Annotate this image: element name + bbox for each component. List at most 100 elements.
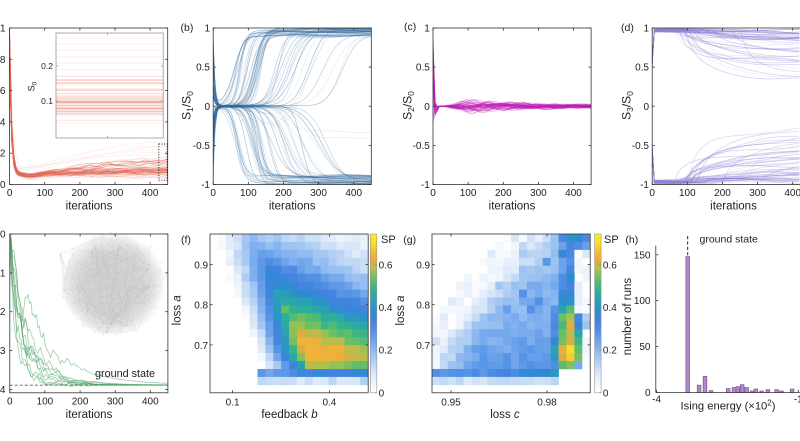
svg-text:0.1: 0.1 [226,398,240,409]
svg-text:0.4: 0.4 [379,303,393,314]
svg-text:(f): (f) [181,234,191,246]
svg-text:(h): (h) [625,234,638,246]
svg-text:-3: -3 [0,346,6,357]
svg-text:300: 300 [749,188,766,199]
svg-text:(g): (g) [403,234,416,246]
svg-text:0.8: 0.8 [0,55,6,66]
svg-text:-0.5: -0.5 [193,141,211,152]
svg-text:-4: -4 [652,395,661,406]
svg-text:0.8: 0.8 [194,301,208,312]
svg-text:iterations: iterations [66,201,113,213]
svg-text:0.2: 0.2 [603,346,617,357]
svg-text:0: 0 [7,396,13,407]
svg-text:iterations: iterations [710,201,757,213]
svg-text:Ising energy (×102): Ising energy (×102) [681,398,776,412]
svg-text:number of runs: number of runs [622,278,634,356]
svg-text:0: 0 [204,102,210,113]
svg-text:400: 400 [142,188,159,199]
svg-text:iterations: iterations [489,201,536,213]
svg-text:ground state: ground state [700,234,759,246]
svg-text:-4: -4 [0,385,6,396]
svg-text:0.4: 0.4 [603,303,617,314]
svg-text:400: 400 [345,188,362,199]
svg-text:0.5: 0.5 [416,63,430,74]
svg-text:200: 200 [72,396,89,407]
svg-text:iterations: iterations [66,409,113,421]
svg-text:0.8: 0.8 [416,301,430,312]
svg-text:(c): (c) [404,21,416,33]
svg-text:300: 300 [107,188,124,199]
svg-text:100: 100 [37,396,54,407]
svg-text:0.7: 0.7 [194,341,208,352]
svg-text:-1: -1 [794,395,800,406]
svg-text:-1: -1 [421,180,430,191]
svg-text:ground state: ground state [95,368,155,380]
svg-text:0: 0 [424,102,430,113]
svg-text:0: 0 [0,180,6,191]
svg-text:300: 300 [310,188,327,199]
svg-text:0.2: 0.2 [41,61,53,71]
svg-text:0.5: 0.5 [196,63,210,74]
svg-text:SP: SP [604,234,619,246]
svg-text:0.4: 0.4 [322,398,336,409]
svg-text:0.95: 0.95 [441,398,461,409]
svg-text:S2/S0: S2/S0 [401,91,417,120]
svg-text:loss c: loss c [490,409,520,421]
svg-text:200: 200 [714,188,731,199]
svg-text:0.6: 0.6 [603,260,617,271]
svg-text:150: 150 [634,250,651,261]
svg-text:1: 1 [204,24,210,35]
svg-text:100: 100 [679,188,696,199]
svg-text:0.6: 0.6 [379,260,393,271]
svg-text:0.1: 0.1 [41,96,53,106]
svg-text:100: 100 [36,188,53,199]
svg-text:-2: -2 [0,307,6,318]
svg-text:0.6: 0.6 [0,86,6,97]
svg-text:0: 0 [7,188,13,199]
svg-text:-1: -1 [640,180,649,191]
svg-text:50: 50 [639,342,651,353]
svg-text:S0: S0 [27,81,39,91]
svg-text:0.7: 0.7 [416,341,430,352]
svg-text:400: 400 [142,396,159,407]
svg-text:400: 400 [784,188,800,199]
svg-text:(d): (d) [621,22,634,34]
svg-text:0: 0 [379,388,385,399]
svg-text:100: 100 [460,188,477,199]
svg-text:200: 200 [275,188,292,199]
svg-text:0.9: 0.9 [194,261,208,272]
svg-text:(b): (b) [181,22,194,34]
svg-text:0.9: 0.9 [416,261,430,272]
svg-text:100: 100 [634,296,651,307]
svg-text:300: 300 [107,396,124,407]
svg-text:-1: -1 [0,268,6,279]
svg-text:0.98: 0.98 [537,398,557,409]
svg-text:0: 0 [643,102,649,113]
svg-text:1: 1 [424,24,430,35]
svg-text:S1/S0: S1/S0 [180,91,196,120]
svg-text:iterations: iterations [269,201,316,213]
svg-text:300: 300 [530,188,547,199]
svg-text:-0.5: -0.5 [632,141,650,152]
svg-text:loss a: loss a [395,295,407,325]
svg-text:200: 200 [72,188,89,199]
svg-text:0: 0 [649,188,655,199]
svg-text:feedback b: feedback b [261,409,318,421]
svg-text:0: 0 [645,388,651,399]
svg-text:SP: SP [381,234,396,246]
svg-text:0.4: 0.4 [0,117,6,128]
svg-text:200: 200 [495,188,512,199]
svg-text:0: 0 [430,188,436,199]
svg-text:1: 1 [643,24,649,35]
svg-text:S3/S0: S3/S0 [620,91,636,120]
svg-text:-0.5: -0.5 [413,141,431,152]
svg-text:-1: -1 [201,180,210,191]
svg-text:loss a: loss a [171,295,183,325]
svg-text:0.2: 0.2 [379,346,393,357]
svg-text:0.5: 0.5 [635,63,649,74]
svg-text:1: 1 [0,24,6,35]
svg-text:400: 400 [565,188,582,199]
svg-text:0.2: 0.2 [0,149,6,160]
svg-text:100: 100 [240,188,257,199]
svg-text:0: 0 [603,388,609,399]
